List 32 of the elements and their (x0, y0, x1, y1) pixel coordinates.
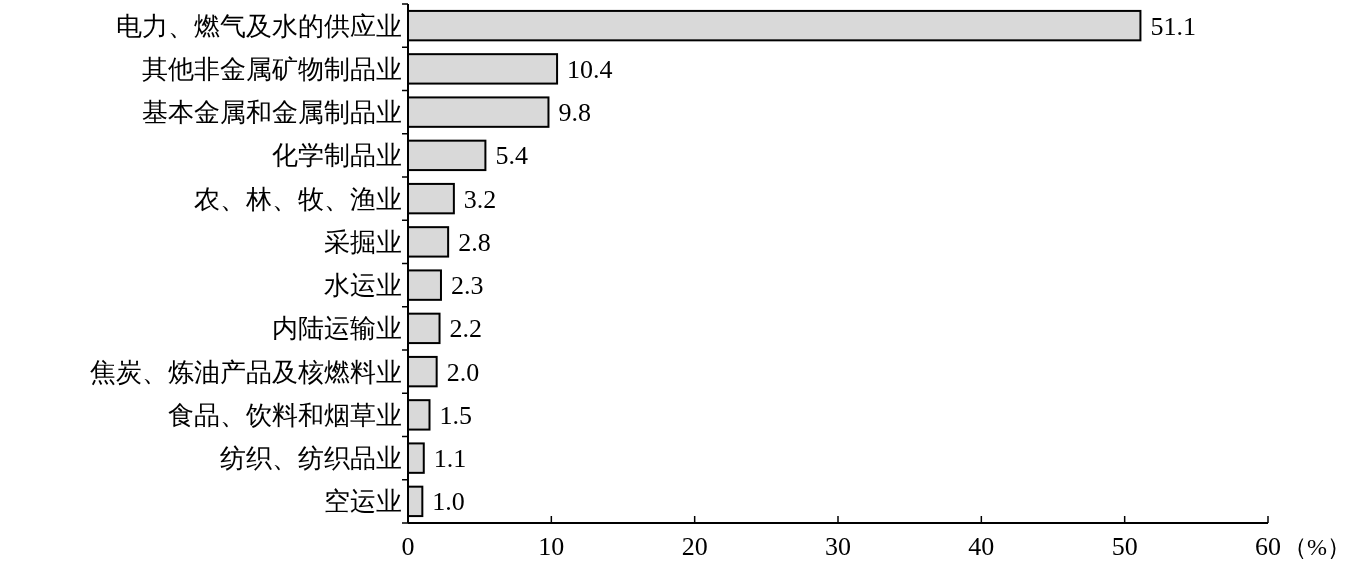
y-tick-label: 农、林、牧、渔业 (194, 184, 402, 214)
x-tick-label: 30 (825, 532, 851, 561)
data-label: 2.0 (446, 357, 480, 387)
x-tick-label: 20 (681, 532, 708, 561)
y-tick-label: 内陆运输业 (272, 314, 402, 344)
x-tick-label: 0 (401, 532, 415, 561)
y-tick-label: 电力、燃气及水的供应业 (116, 11, 402, 41)
data-label: 9.8 (558, 98, 591, 128)
x-tick-label: 50 (1111, 532, 1138, 561)
x-tick-label: 60 (1255, 532, 1281, 561)
y-tick-label: 空运业 (324, 487, 402, 517)
y-tick-label: 其他非金属矿物制品业 (142, 54, 402, 84)
x-axis-title: （%） (1283, 534, 1351, 560)
x-tick-label: 40 (968, 532, 995, 561)
data-label: 1.0 (432, 487, 465, 517)
data-label: 2.8 (458, 227, 491, 257)
data-label: 2.2 (449, 314, 483, 344)
y-tick-label: 纺织、纺织品业 (220, 444, 402, 474)
data-label: 1.5 (439, 400, 472, 430)
data-label: 51.1 (1150, 11, 1196, 41)
y-tick-label: 食品、饮料和烟草业 (168, 400, 402, 430)
y-tick-label: 焦炭、炼油产品及核燃料业 (90, 357, 402, 387)
y-tick-label: 采掘业 (324, 227, 402, 257)
y-tick-label: 化学制品业 (272, 141, 402, 171)
data-label: 3.2 (463, 184, 497, 214)
data-label: 2.3 (450, 271, 484, 301)
data-label: 10.4 (567, 54, 613, 84)
y-tick-label: 水运业 (324, 271, 402, 301)
data-label: 1.1 (433, 444, 467, 474)
x-tick-label: 10 (538, 532, 565, 561)
y-tick-label: 基本金属和金属制品业 (142, 98, 402, 128)
data-label: 5.4 (495, 141, 528, 171)
